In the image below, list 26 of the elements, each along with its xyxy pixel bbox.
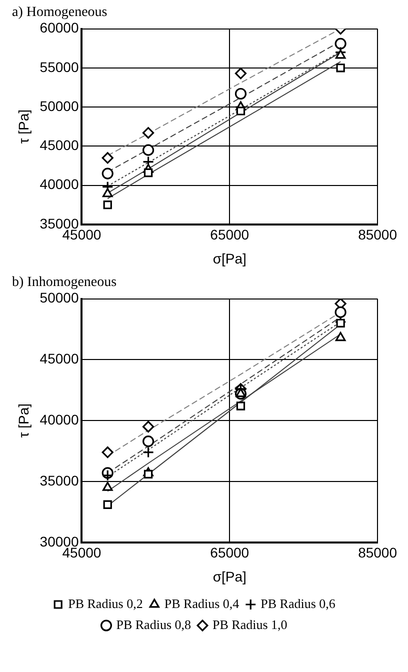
x-tick-label: 65000	[210, 226, 250, 243]
y-tick-label: 55000	[40, 58, 79, 75]
legend-label: PB Radius 0,8	[116, 616, 192, 632]
legend-label: PB Radius 1,0	[212, 616, 288, 632]
legend-label: PB Radius 0,4	[164, 596, 240, 611]
chart-title: a) Homogeneous	[12, 5, 108, 20]
x-tick-label: 85000	[358, 226, 398, 243]
legend-label: PB Radius 0,2	[68, 596, 143, 611]
x-tick-label: 65000	[210, 544, 250, 561]
y-tick-label: 45000	[40, 350, 79, 367]
x-axis-title: σ[Pa]	[212, 568, 246, 584]
y-tick-label: 30000	[40, 533, 79, 550]
chart-title: b) Inhomogeneous	[12, 275, 117, 290]
y-tick-label: 60000	[40, 20, 79, 36]
y-tick-label: 35000	[40, 472, 79, 488]
y-tick-label: 50000	[40, 98, 79, 114]
y-axis-title: τ [Pa]	[15, 109, 32, 144]
y-tick-label: 45000	[40, 137, 79, 154]
x-tick-label: 85000	[358, 544, 398, 561]
y-tick-label: 35000	[40, 215, 79, 232]
legend-label: PB Radius 0,6	[260, 596, 336, 611]
y-tick-label: 50000	[40, 290, 79, 306]
x-axis-title: σ[Pa]	[212, 250, 246, 266]
y-tick-label: 40000	[40, 411, 79, 428]
y-axis-title: τ [Pa]	[15, 403, 32, 438]
y-tick-label: 40000	[40, 176, 79, 192]
